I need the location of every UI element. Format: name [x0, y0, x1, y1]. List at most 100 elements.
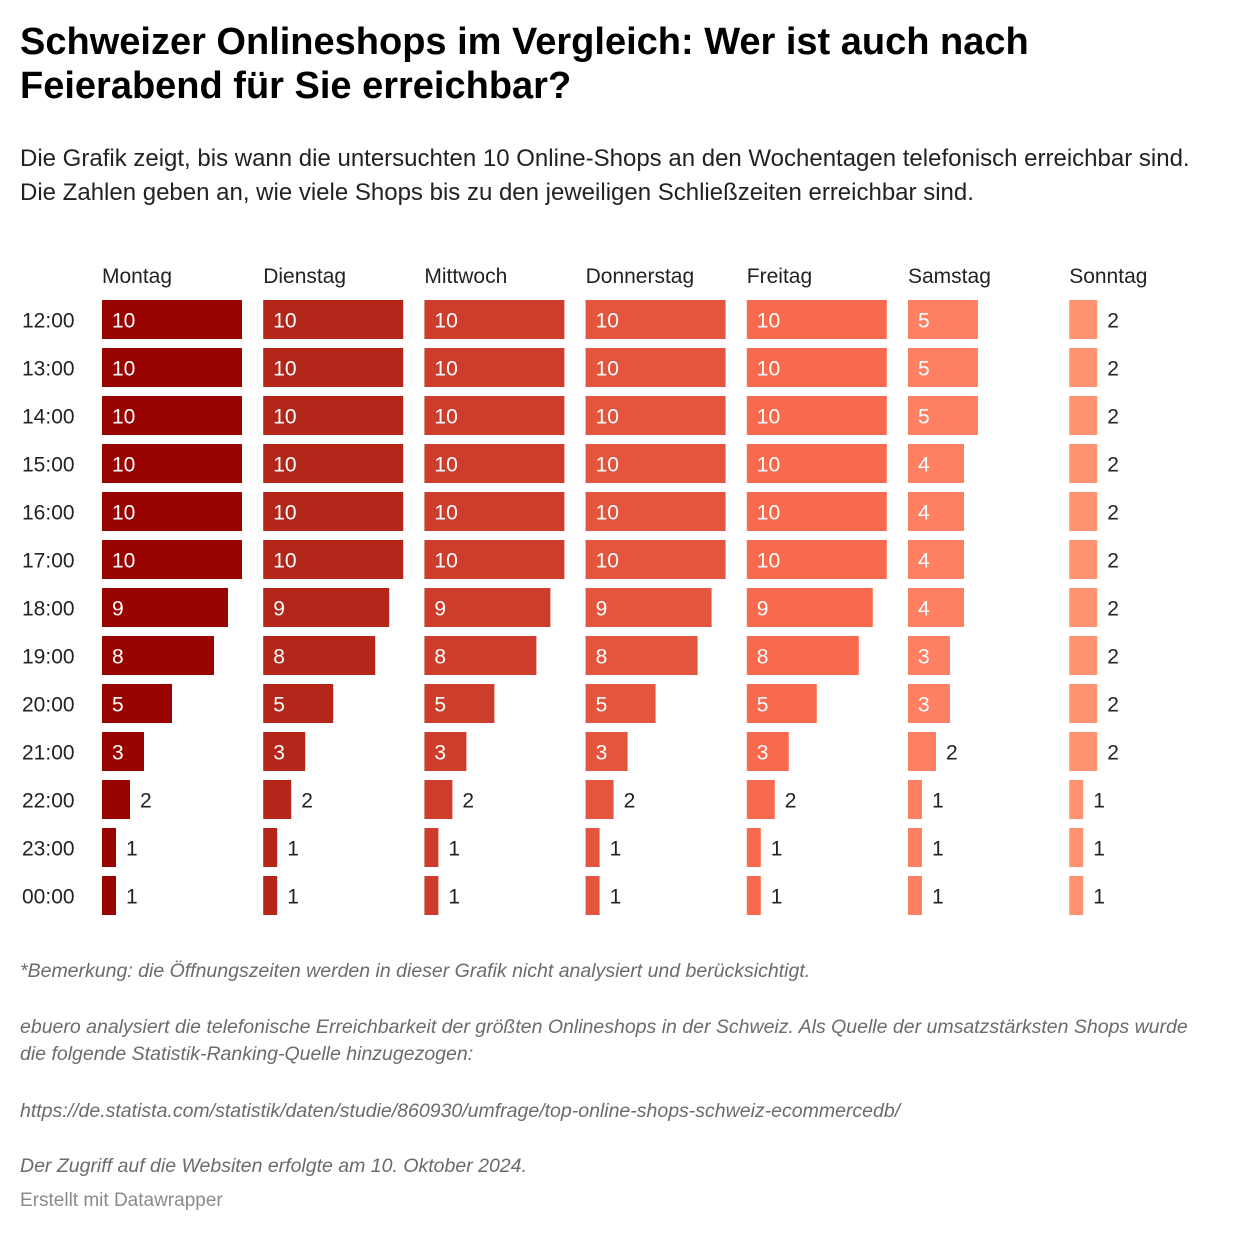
bar — [102, 348, 242, 387]
bar-value-label: 5 — [596, 694, 608, 717]
bar-value-label: 2 — [785, 790, 797, 813]
bar-value-label: 1 — [287, 838, 299, 861]
bar-value-label: 1 — [771, 886, 783, 909]
bar-value-label: 1 — [126, 838, 138, 861]
bar-value-label: 1 — [932, 838, 944, 861]
bar — [585, 636, 698, 675]
row-label: 12:00 — [22, 310, 75, 333]
bar — [908, 396, 978, 435]
source-url: https://de.statista.com/statistik/daten/… — [20, 1100, 901, 1122]
bar-value-label: 10 — [757, 310, 780, 333]
bar — [263, 780, 292, 819]
bar-value-label: 10 — [596, 454, 619, 477]
bar — [424, 684, 495, 723]
bar-value-label: 4 — [918, 550, 930, 573]
bar — [263, 588, 390, 627]
bar-value-label: 3 — [112, 742, 124, 765]
bar-value-label: 8 — [596, 646, 608, 669]
bar-value-label: 2 — [1107, 550, 1119, 573]
bar-value-label: 10 — [757, 502, 780, 525]
bar-value-label: 10 — [273, 310, 296, 333]
row-label: 23:00 — [22, 838, 75, 861]
bar — [263, 396, 404, 435]
bar — [424, 492, 565, 531]
bar — [102, 828, 116, 867]
bar-value-label: 2 — [1107, 454, 1119, 477]
chart-subtitle: Die Grafik zeigt, bis wann die untersuch… — [20, 145, 1190, 206]
bar-value-label: 4 — [918, 598, 930, 621]
bar — [102, 300, 242, 339]
row-label: 13:00 — [22, 358, 75, 381]
bar-value-label: 10 — [273, 454, 296, 477]
bar-value-label: 10 — [596, 550, 619, 573]
bar — [424, 876, 439, 915]
bar-value-label: 2 — [946, 742, 958, 765]
bar — [1069, 684, 1098, 723]
row-label: 14:00 — [22, 406, 75, 429]
bar — [585, 396, 726, 435]
bar-value-label: 5 — [112, 694, 124, 717]
bar — [424, 732, 467, 771]
bar-value-label: 10 — [434, 454, 457, 477]
panel-header: Montag — [102, 265, 172, 288]
bar-value-label: 3 — [757, 742, 769, 765]
bar-value-label: 2 — [1107, 310, 1119, 333]
bar — [908, 780, 922, 819]
bar-value-label: 3 — [918, 694, 930, 717]
bar-value-label: 10 — [112, 358, 135, 381]
row-label: 21:00 — [22, 742, 75, 765]
bar — [424, 348, 565, 387]
bar — [746, 732, 789, 771]
bar — [908, 444, 964, 483]
bar-value-label: 8 — [434, 646, 446, 669]
bar-value-label: 10 — [596, 358, 619, 381]
row-label: 17:00 — [22, 550, 75, 573]
bar-value-label: 10 — [596, 406, 619, 429]
bar-value-label: 2 — [1107, 406, 1119, 429]
bar — [746, 444, 887, 483]
row-label: 16:00 — [22, 502, 75, 525]
bar — [424, 540, 565, 579]
bar-value-label: 2 — [1107, 502, 1119, 525]
bar — [908, 348, 978, 387]
bar-value-label: 2 — [1107, 742, 1119, 765]
bar-value-label: 9 — [596, 598, 608, 621]
bar — [424, 636, 537, 675]
bar — [746, 588, 873, 627]
bar-value-label: 2 — [1107, 598, 1119, 621]
bar — [908, 828, 922, 867]
bar-value-label: 10 — [112, 550, 135, 573]
bar — [263, 684, 334, 723]
bar — [102, 876, 116, 915]
bar — [424, 300, 565, 339]
bar — [102, 588, 228, 627]
bar — [746, 876, 761, 915]
bar-value-label: 10 — [112, 454, 135, 477]
bar — [746, 300, 887, 339]
panel-header: Sonntag — [1069, 265, 1147, 288]
bar — [908, 876, 922, 915]
bar-value-label: 5 — [918, 358, 930, 381]
bar — [102, 732, 144, 771]
bar-value-label: 10 — [757, 454, 780, 477]
bar — [585, 684, 656, 723]
bar — [263, 732, 306, 771]
bar — [102, 492, 242, 531]
bar — [746, 636, 859, 675]
bar — [585, 780, 614, 819]
bar-value-label: 10 — [273, 550, 296, 573]
panel-header: Samstag — [908, 265, 991, 288]
bar — [1069, 636, 1098, 675]
bar — [263, 828, 278, 867]
bar — [424, 396, 565, 435]
row-label: 19:00 — [22, 646, 75, 669]
panel-header: Mittwoch — [424, 265, 507, 288]
bar — [102, 684, 172, 723]
bar — [746, 780, 775, 819]
bar — [1069, 540, 1098, 579]
bar — [263, 300, 404, 339]
bar-value-label: 10 — [434, 310, 457, 333]
bar-value-label: 1 — [932, 790, 944, 813]
bar-value-label: 4 — [918, 502, 930, 525]
bar-value-label: 5 — [434, 694, 446, 717]
